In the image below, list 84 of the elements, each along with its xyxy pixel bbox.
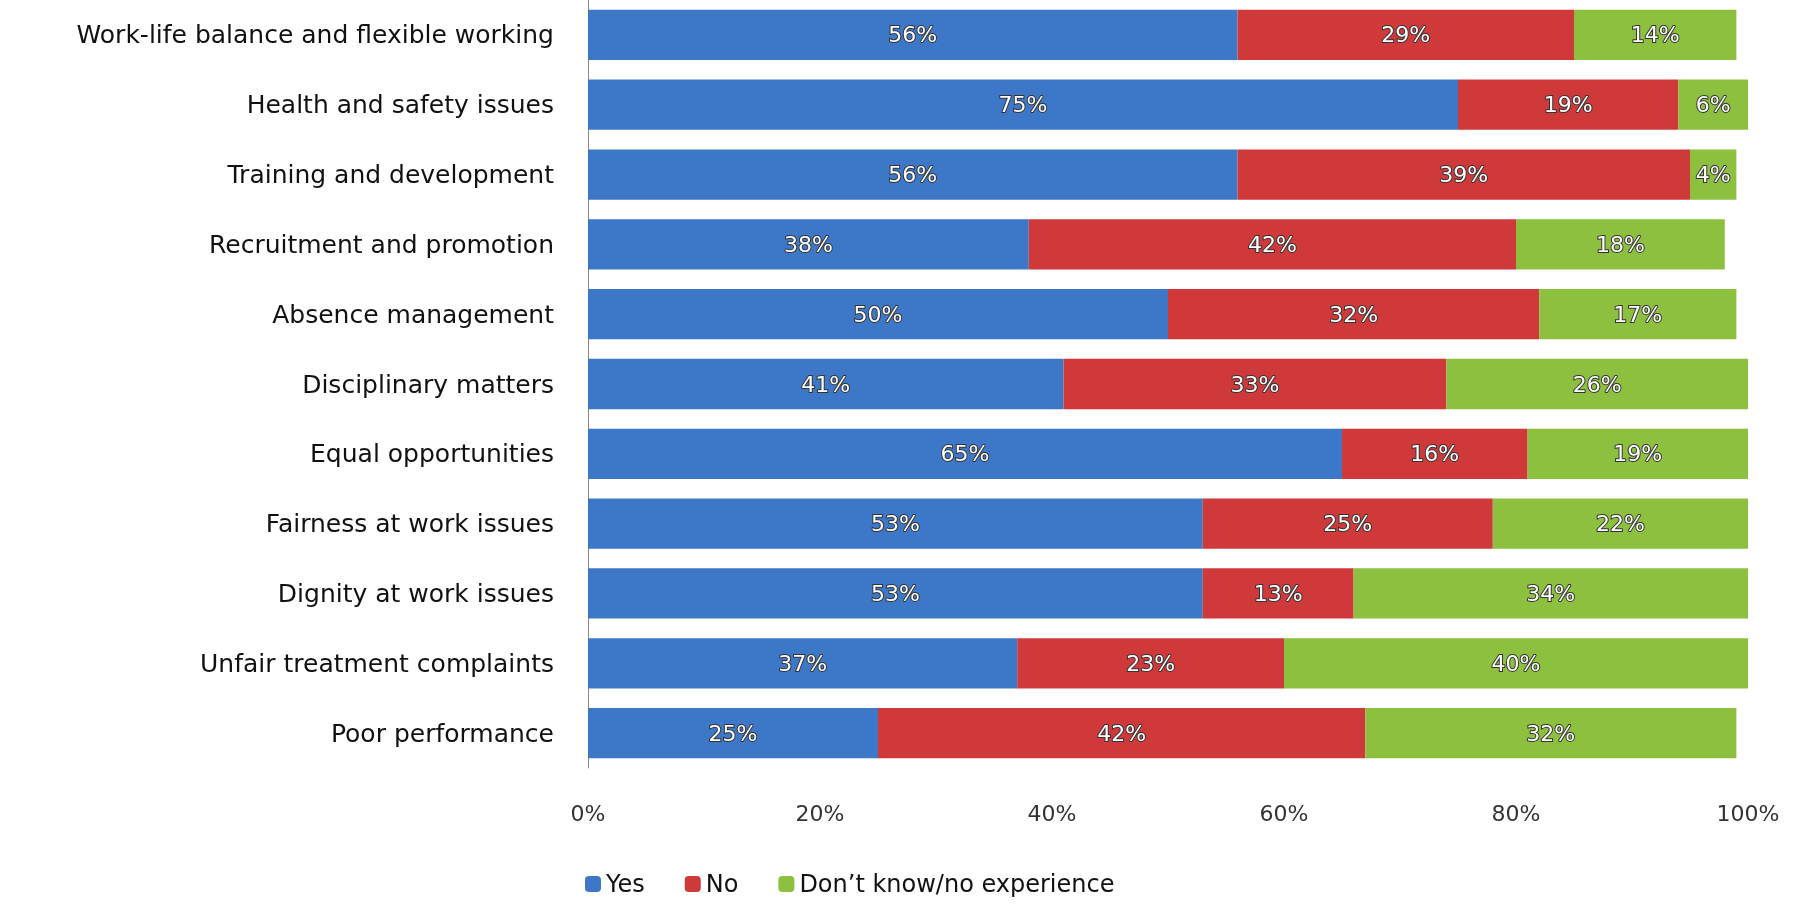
y-tick-label: Absence management: [272, 299, 555, 329]
data-label: 6%: [1695, 92, 1731, 118]
bar: [1017, 638, 1284, 689]
data-label: 37%: [778, 650, 828, 676]
data-label: 18%: [1595, 231, 1645, 257]
data-label: 13%: [1253, 580, 1303, 606]
bar: [588, 79, 1458, 130]
x-tick-label: 80%: [1491, 800, 1541, 826]
legend-label: Yes: [605, 870, 645, 898]
bar: [588, 358, 1064, 410]
bar: [878, 707, 1366, 759]
bar: [1168, 289, 1540, 340]
bar: [1237, 149, 1690, 200]
data-label: 17%: [1613, 301, 1663, 327]
bar: [1202, 498, 1493, 549]
legend-label: No: [705, 870, 739, 898]
bar: [1063, 358, 1447, 410]
data-label: 32%: [1329, 301, 1379, 327]
x-tick-label: 20%: [795, 800, 845, 826]
y-tick-label: Poor performance: [330, 718, 554, 748]
bar: [588, 149, 1238, 200]
y-tick-label: Health and safety issues: [246, 90, 554, 120]
data-label: 75%: [998, 92, 1048, 118]
data-label: 42%: [1247, 231, 1297, 257]
bar: [1365, 707, 1737, 759]
bar: [588, 638, 1018, 689]
data-label: 25%: [708, 720, 758, 746]
bar: [1284, 638, 1748, 689]
bar: [588, 9, 1238, 61]
data-label: 19%: [1613, 441, 1663, 467]
data-label: 53%: [870, 511, 920, 537]
bar: [1342, 428, 1528, 479]
data-label: 40%: [1491, 650, 1541, 676]
data-label: 29%: [1381, 22, 1431, 48]
data-label: 23%: [1126, 650, 1176, 676]
bar: [1202, 568, 1354, 619]
bar: [588, 568, 1203, 619]
bar: [1446, 358, 1748, 410]
bar: [588, 707, 878, 759]
x-tick-label: 100%: [1716, 800, 1780, 826]
y-tick-label: Equal opportunities: [310, 439, 554, 469]
bar: [1574, 9, 1737, 61]
bar: [588, 289, 1168, 340]
bar: [1458, 79, 1679, 130]
data-label: 38%: [783, 231, 833, 257]
data-label: 42%: [1097, 720, 1147, 746]
bar: [588, 428, 1342, 479]
bar: [1527, 428, 1748, 479]
bar: [588, 498, 1203, 549]
bar: [1516, 219, 1725, 270]
data-label: 56%: [888, 22, 938, 48]
bar: [1028, 219, 1516, 270]
y-tick-label: Work-life balance and flexible working: [76, 20, 554, 50]
data-label: 22%: [1595, 511, 1645, 537]
bar: [1353, 568, 1748, 619]
y-tick-label: Recruitment and promotion: [209, 229, 554, 259]
x-tick-label: 60%: [1259, 800, 1309, 826]
y-tick-label: Fairness at work issues: [265, 509, 554, 539]
bar: [1539, 289, 1737, 340]
data-label: 34%: [1526, 580, 1576, 606]
x-tick-label: 40%: [1027, 800, 1077, 826]
y-tick-label: Disciplinary matters: [302, 369, 554, 399]
data-label: 19%: [1543, 92, 1593, 118]
data-label: 56%: [888, 162, 938, 188]
data-label: 16%: [1410, 441, 1460, 467]
data-label: 4%: [1695, 162, 1731, 188]
data-label: 25%: [1323, 511, 1373, 537]
x-tick-label: 0%: [570, 800, 606, 826]
data-label: 50%: [853, 301, 903, 327]
data-label: 53%: [870, 580, 920, 606]
data-label: 26%: [1572, 371, 1622, 397]
data-label: 39%: [1439, 162, 1489, 188]
bar: [1492, 498, 1748, 549]
data-label: 41%: [801, 371, 851, 397]
data-label: 65%: [940, 441, 990, 467]
y-tick-label: Dignity at work issues: [277, 578, 554, 608]
bar: [1237, 9, 1574, 61]
y-tick-label: Training and development: [226, 160, 555, 190]
data-label: 14%: [1630, 22, 1680, 48]
legend-label: Don’t know/no experience: [799, 870, 1115, 898]
y-tick-label: Unfair treatment complaints: [200, 648, 554, 678]
data-label: 33%: [1230, 371, 1280, 397]
bar: [588, 219, 1029, 270]
data-label: 32%: [1526, 720, 1576, 746]
